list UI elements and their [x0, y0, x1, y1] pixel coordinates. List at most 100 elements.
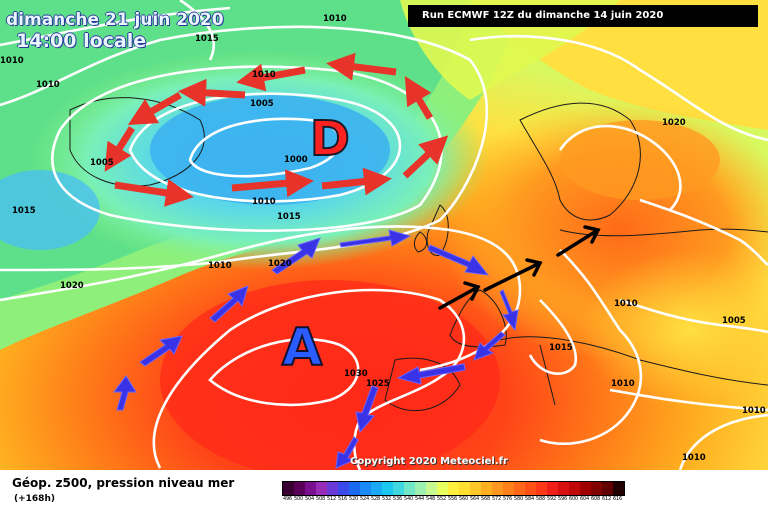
scale-value: 512	[327, 496, 336, 502]
geopotential-map: 1010 1015 1010 1010 1010 1005 1000 1005 …	[0, 0, 768, 470]
scale-value: 500	[294, 496, 303, 502]
scale-swatch	[437, 482, 448, 495]
scale-value: 508	[316, 496, 325, 502]
scale-value: 496	[283, 496, 292, 502]
scale-value: 556	[448, 496, 457, 502]
scale-swatch	[316, 482, 327, 495]
coastlines	[69, 97, 768, 412]
isobar-label: 1010	[0, 56, 24, 66]
east-yellow	[580, 250, 768, 410]
cold-core-west	[0, 170, 100, 250]
scale-value: 612	[602, 496, 611, 502]
isobar-label: 1010	[252, 197, 276, 207]
red-arrow	[326, 52, 397, 81]
scale-value: 564	[470, 496, 479, 502]
blue-arrow	[209, 285, 249, 323]
red-arrow	[114, 179, 194, 207]
scale-swatch	[459, 482, 470, 495]
isobar-label: 1020	[662, 118, 686, 128]
red-arrow	[236, 63, 306, 92]
scale-swatch	[536, 482, 547, 495]
scale-value: 520	[349, 496, 358, 502]
scale-swatch	[602, 482, 613, 495]
isobar-label: 1010	[323, 14, 347, 24]
scale-value: 616	[613, 496, 622, 502]
scale-swatch	[492, 482, 503, 495]
blue-arrow	[499, 289, 519, 332]
scale-value: 576	[503, 496, 512, 502]
scale-swatch	[415, 482, 426, 495]
legend-subtitle: (+168h)	[14, 494, 55, 504]
scale-value: 608	[591, 496, 600, 502]
copyright-text: Copyright 2020 Meteociel.fr	[350, 456, 508, 467]
blue-arrow	[396, 363, 466, 385]
scale-swatch	[525, 482, 536, 495]
red-arrow	[231, 169, 314, 198]
scale-value: 528	[371, 496, 380, 502]
europe-flow-arrows	[438, 225, 601, 310]
blue-arrow	[427, 244, 490, 276]
blue-arrow	[355, 385, 379, 434]
scale-value: 524	[360, 496, 369, 502]
scale-swatch	[294, 482, 305, 495]
scale-swatch	[514, 482, 525, 495]
scale-value: 544	[415, 496, 424, 502]
scale-swatch	[283, 482, 294, 495]
scale-value: 568	[481, 496, 490, 502]
isobar-label: 1010	[614, 299, 638, 309]
scale-swatch	[349, 482, 360, 495]
blue-arrow	[473, 331, 506, 361]
scale-value: 516	[338, 496, 347, 502]
scale-swatch	[580, 482, 591, 495]
scale-value: 504	[305, 496, 314, 502]
red-arrow	[178, 78, 246, 107]
color-scale	[282, 481, 625, 496]
isobar-label: 1015	[549, 343, 573, 353]
scale-swatch	[404, 482, 415, 495]
isobar-label: 1010	[611, 379, 635, 389]
isobar-label: 1015	[12, 206, 36, 216]
scale-value: 592	[547, 496, 556, 502]
high-flow-arrows	[113, 229, 519, 469]
scale-swatch	[305, 482, 316, 495]
isobar-label: 1030	[344, 369, 368, 379]
scale-value: 584	[525, 496, 534, 502]
low-flow-arrows	[104, 52, 449, 207]
high-pressure-marker: A	[282, 318, 322, 378]
forecast-time: 14:00 locale	[16, 30, 147, 52]
scale-value: 552	[437, 496, 446, 502]
isobar-label: 1005	[250, 99, 274, 109]
scale-value: 596	[558, 496, 567, 502]
isobar-label: 1020	[60, 281, 84, 291]
scale-swatch	[393, 482, 404, 495]
blue-arrow	[139, 335, 183, 367]
isobar-label: 1020	[268, 259, 292, 269]
color-scale-labels: 496 500 504 508 512 516 520 524 528 532 536 540 544 5…	[282, 496, 623, 506]
model-run-label: Run ECMWF 12Z du dimanche 14 juin 2020	[408, 5, 758, 27]
blue-arrow	[339, 229, 412, 248]
black-arrow	[483, 258, 543, 292]
isobar-label: 1015	[195, 34, 219, 44]
scale-swatch	[569, 482, 580, 495]
cold-core	[150, 95, 390, 205]
isobar-label: 1005	[90, 158, 114, 168]
scale-swatch	[481, 482, 492, 495]
red-arrow	[321, 167, 392, 196]
isobar-label: 1015	[277, 212, 301, 222]
scale-value: 572	[492, 496, 501, 502]
black-arrow	[438, 281, 481, 310]
scale-swatch	[613, 482, 624, 495]
scale-value: 600	[569, 496, 578, 502]
scale-swatch	[503, 482, 514, 495]
scale-swatch	[547, 482, 558, 495]
isobar-label: 1010	[682, 453, 706, 463]
isobar-label: 1005	[722, 316, 746, 326]
blue-arrow	[335, 436, 359, 469]
scale-value: 580	[514, 496, 523, 502]
scale-value: 588	[536, 496, 545, 502]
red-arrow	[127, 91, 182, 125]
scale-value: 560	[459, 496, 468, 502]
red-arrow	[104, 126, 135, 172]
scale-value: 540	[404, 496, 413, 502]
